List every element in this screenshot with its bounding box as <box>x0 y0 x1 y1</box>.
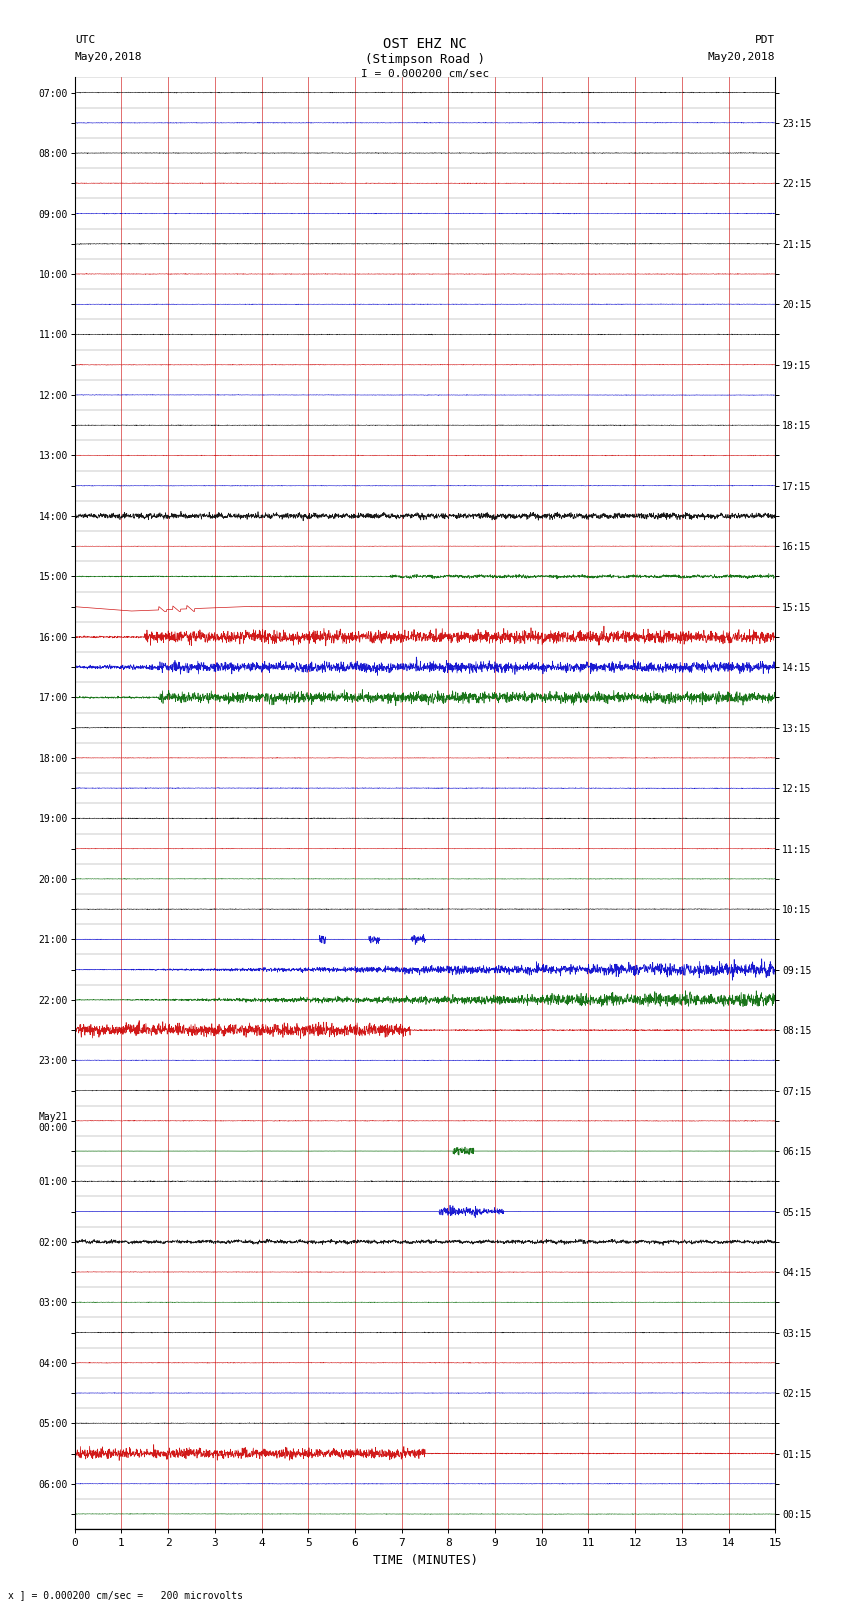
X-axis label: TIME (MINUTES): TIME (MINUTES) <box>372 1553 478 1566</box>
Text: OST EHZ NC: OST EHZ NC <box>383 37 467 52</box>
Text: May20,2018: May20,2018 <box>75 52 142 61</box>
Text: x ] = 0.000200 cm/sec =   200 microvolts: x ] = 0.000200 cm/sec = 200 microvolts <box>8 1590 243 1600</box>
Text: (Stimpson Road ): (Stimpson Road ) <box>365 53 485 66</box>
Text: May20,2018: May20,2018 <box>708 52 775 61</box>
Text: PDT: PDT <box>755 35 775 45</box>
Text: UTC: UTC <box>75 35 95 45</box>
Text: I = 0.000200 cm/sec: I = 0.000200 cm/sec <box>361 69 489 79</box>
